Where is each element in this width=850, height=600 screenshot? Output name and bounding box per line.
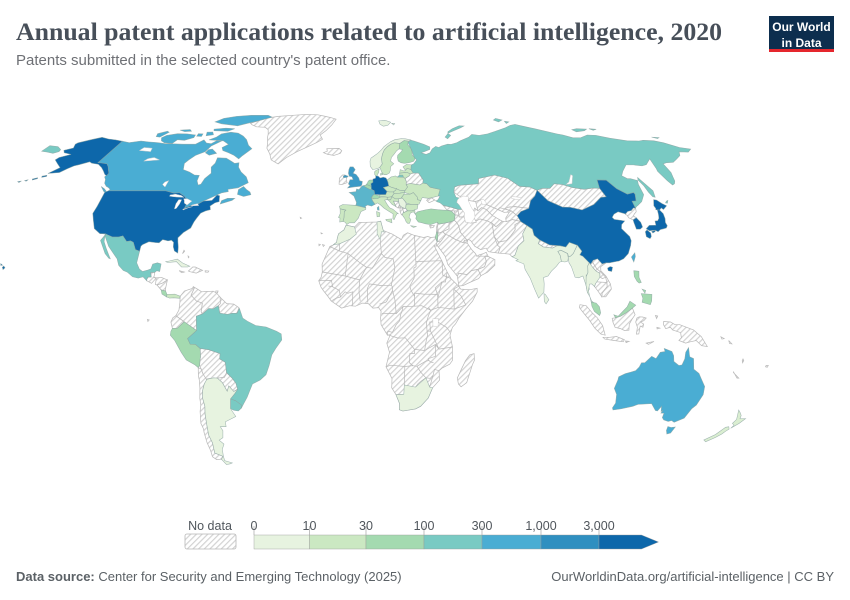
svg-text:3,000: 3,000 bbox=[583, 519, 614, 533]
svg-text:10: 10 bbox=[303, 519, 317, 533]
svg-text:300: 300 bbox=[472, 519, 493, 533]
svg-text:30: 30 bbox=[359, 519, 373, 533]
svg-text:No data: No data bbox=[188, 519, 232, 533]
svg-text:0: 0 bbox=[251, 519, 258, 533]
svg-text:100: 100 bbox=[414, 519, 435, 533]
svg-text:1,000: 1,000 bbox=[525, 519, 556, 533]
